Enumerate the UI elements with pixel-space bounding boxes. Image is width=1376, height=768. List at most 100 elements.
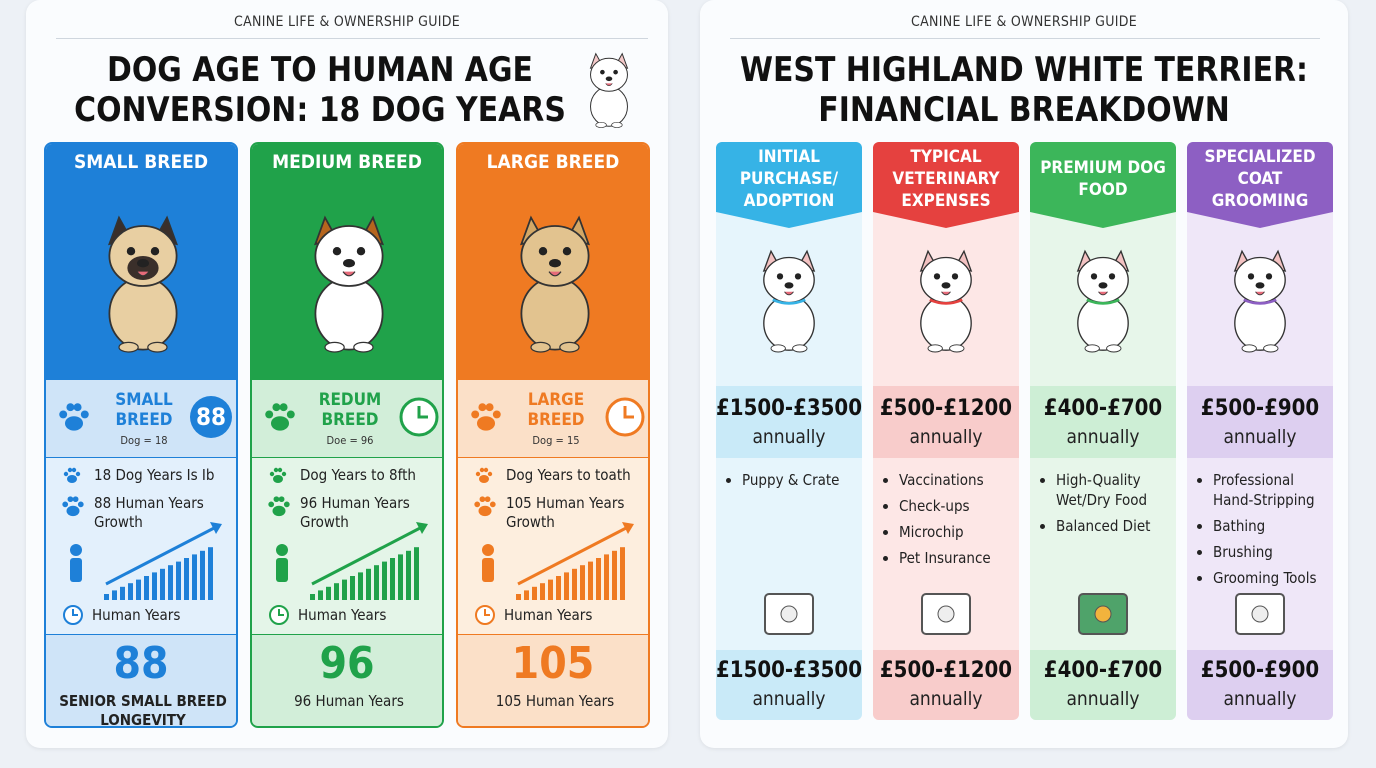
icon-part bbox=[104, 594, 109, 600]
column-header: LARGE BREED bbox=[458, 144, 648, 180]
icon-part bbox=[1108, 273, 1116, 280]
icon-part bbox=[120, 586, 125, 600]
eyebrow: CANINE LIFE & OWNERSHIP GUIDE bbox=[234, 14, 460, 30]
column-header: MEDIUM BREED bbox=[252, 144, 442, 180]
icon-part bbox=[611, 121, 623, 128]
list-item: High-Quality Wet/Dry Food bbox=[1056, 470, 1174, 510]
icon-part bbox=[556, 576, 561, 600]
icon-part bbox=[780, 605, 798, 623]
period: annually bbox=[752, 426, 826, 448]
icon-part bbox=[520, 276, 590, 351]
footer-text: 96 Human Years bbox=[294, 692, 404, 710]
list-item: Balanced Diet bbox=[1056, 516, 1174, 536]
price: £500-£900 bbox=[1200, 396, 1320, 421]
icon-part bbox=[540, 583, 545, 600]
big-number: 96 bbox=[319, 638, 375, 689]
icon-part bbox=[374, 565, 379, 600]
icon-part bbox=[934, 280, 958, 298]
bottom-area bbox=[252, 634, 442, 726]
item-list: Professional Hand-Stripping Bathing Brushi… bbox=[1195, 470, 1331, 594]
icon-part bbox=[277, 467, 283, 473]
icon-part bbox=[517, 524, 631, 586]
dog-illustration bbox=[107, 215, 179, 353]
icon-part bbox=[492, 410, 501, 419]
header-ribbon bbox=[1030, 142, 1176, 228]
icon-part bbox=[1084, 344, 1100, 353]
icon-part bbox=[933, 273, 941, 280]
paw-icon bbox=[265, 403, 295, 431]
dog-illustration bbox=[519, 215, 591, 353]
icon-part bbox=[532, 586, 537, 600]
header-ribbon bbox=[716, 142, 862, 228]
icon-part bbox=[484, 609, 490, 616]
item-icon bbox=[1078, 593, 1128, 635]
divider bbox=[56, 38, 648, 39]
icon-part bbox=[366, 568, 371, 600]
icon-part bbox=[108, 276, 178, 351]
fact-line: Dog Years to toath bbox=[506, 466, 631, 484]
icon-part bbox=[168, 565, 173, 600]
clock-icon bbox=[475, 605, 495, 625]
icon-part bbox=[160, 568, 165, 600]
cost-column: SPECIALIZED COAT GROOMING £500-£900 annual… bbox=[1187, 142, 1333, 720]
price: £400-£700 bbox=[1043, 396, 1163, 421]
icon-part bbox=[949, 344, 965, 353]
bottom-price: £400-£700 bbox=[1043, 658, 1163, 683]
divider bbox=[730, 38, 1320, 39]
paw-icon bbox=[471, 403, 501, 431]
stat-box: LARGE BREED Dog = 15 bbox=[458, 380, 648, 458]
fact-line: 96 Human Years Growth bbox=[300, 494, 410, 531]
icon-part bbox=[65, 416, 83, 431]
stat-note: Dog = 15 bbox=[532, 434, 580, 447]
clock-icon bbox=[605, 397, 645, 437]
icon-part bbox=[784, 291, 794, 296]
icon-part bbox=[572, 568, 577, 600]
icon-part bbox=[414, 547, 419, 600]
footer-text: 105 Human Years bbox=[495, 692, 615, 710]
breed-column: LARGE BREED LARGE BREED Dog = 15 Dog Years … bbox=[456, 142, 650, 728]
list-item: Grooming Tools bbox=[1213, 568, 1331, 588]
icon-part bbox=[1241, 344, 1257, 353]
clock-icon bbox=[399, 397, 439, 437]
icon-part bbox=[147, 341, 168, 353]
stat-box: REDUM BREED Doe = 96 bbox=[252, 380, 442, 458]
icon-part bbox=[62, 501, 69, 508]
icon-part bbox=[281, 471, 287, 477]
list-item: Bathing bbox=[1213, 516, 1331, 536]
icon-part bbox=[112, 590, 117, 600]
icon-part bbox=[398, 554, 403, 600]
icon-part bbox=[471, 410, 480, 419]
icon-part bbox=[314, 276, 384, 351]
bottom-price: £500-£900 bbox=[1200, 658, 1320, 683]
icon-part bbox=[479, 467, 485, 473]
icon-part bbox=[67, 496, 74, 503]
stat-label: LARGE BREED bbox=[527, 390, 585, 430]
icon-part bbox=[1247, 273, 1255, 280]
cost-column: PREMIUM DOG FOOD £400-£700 annually High-Qu… bbox=[1030, 142, 1176, 720]
icon-part bbox=[310, 594, 315, 600]
icon-part bbox=[485, 403, 494, 412]
icon-part bbox=[623, 406, 634, 419]
paw-icon bbox=[269, 467, 287, 483]
list-item: Professional Hand-Stripping bbox=[1213, 470, 1331, 510]
icon-part bbox=[1030, 142, 1176, 228]
icon-part bbox=[794, 273, 802, 280]
icon-part bbox=[595, 121, 607, 128]
icon-part bbox=[477, 416, 495, 431]
icon-part bbox=[479, 475, 489, 483]
chart-label: Human Years bbox=[504, 606, 593, 624]
icon-part bbox=[200, 550, 205, 600]
icon-part bbox=[1094, 605, 1112, 623]
icon-part bbox=[600, 69, 605, 75]
list-item: Check-ups bbox=[899, 496, 1017, 516]
icon-part bbox=[604, 554, 609, 600]
clock-icon bbox=[63, 605, 83, 625]
stat-badge: 88 bbox=[190, 396, 232, 438]
list-item: Pet Insurance bbox=[899, 548, 1017, 568]
icon-part bbox=[590, 86, 628, 127]
paw-icon bbox=[474, 496, 496, 517]
growth-icon bbox=[70, 522, 222, 600]
icon-part bbox=[176, 561, 181, 600]
dog-illustration bbox=[919, 249, 973, 353]
icon-part bbox=[273, 496, 280, 503]
